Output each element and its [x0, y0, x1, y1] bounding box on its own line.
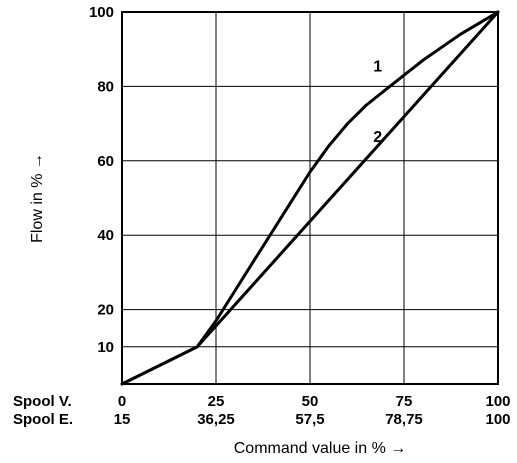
series-line-1: [120, 10, 500, 386]
x-tick-label: 100: [485, 393, 510, 410]
series-line-2: [120, 10, 500, 386]
x-row-name: Spool V.: [13, 393, 72, 410]
y-tick-labels: 10 20 40 60 80 100: [89, 4, 114, 356]
series-layer: [120, 10, 500, 386]
curve-label-1: 1: [373, 59, 382, 76]
x-tick-label: 50: [302, 393, 319, 410]
y-tick-label: 80: [97, 78, 114, 95]
x-axis-title: Command value in % →: [234, 440, 407, 457]
x-tick-label: 0: [118, 393, 126, 410]
x-tick-label: 36,25: [197, 411, 235, 428]
x-tick-label: 78,75: [385, 411, 423, 428]
x-tick-labels: Spool V. 0 25 50 75 100 Spool E. 15 36,25 57,5 78,…: [13, 393, 511, 428]
y-axis-title: Flow in % →: [29, 153, 46, 243]
plot-frame: [121, 11, 499, 385]
x-tick-label: 25: [208, 393, 225, 410]
x-tick-label: 15: [114, 411, 131, 428]
y-tick-label: 100: [89, 4, 114, 21]
x-tick-label: 57,5: [295, 411, 324, 428]
x-tick-label: 75: [396, 393, 413, 410]
y-tick-label: 20: [97, 302, 114, 319]
curve-annotations: 12: [373, 59, 382, 147]
curve-label-2: 2: [373, 129, 382, 146]
x-tick-label: 100: [485, 411, 510, 428]
y-tick-label: 10: [97, 339, 114, 356]
y-tick-label: 40: [97, 227, 114, 244]
grid: [122, 12, 498, 384]
y-tick-label: 60: [97, 153, 114, 170]
x-row-name: Spool E.: [13, 411, 73, 428]
